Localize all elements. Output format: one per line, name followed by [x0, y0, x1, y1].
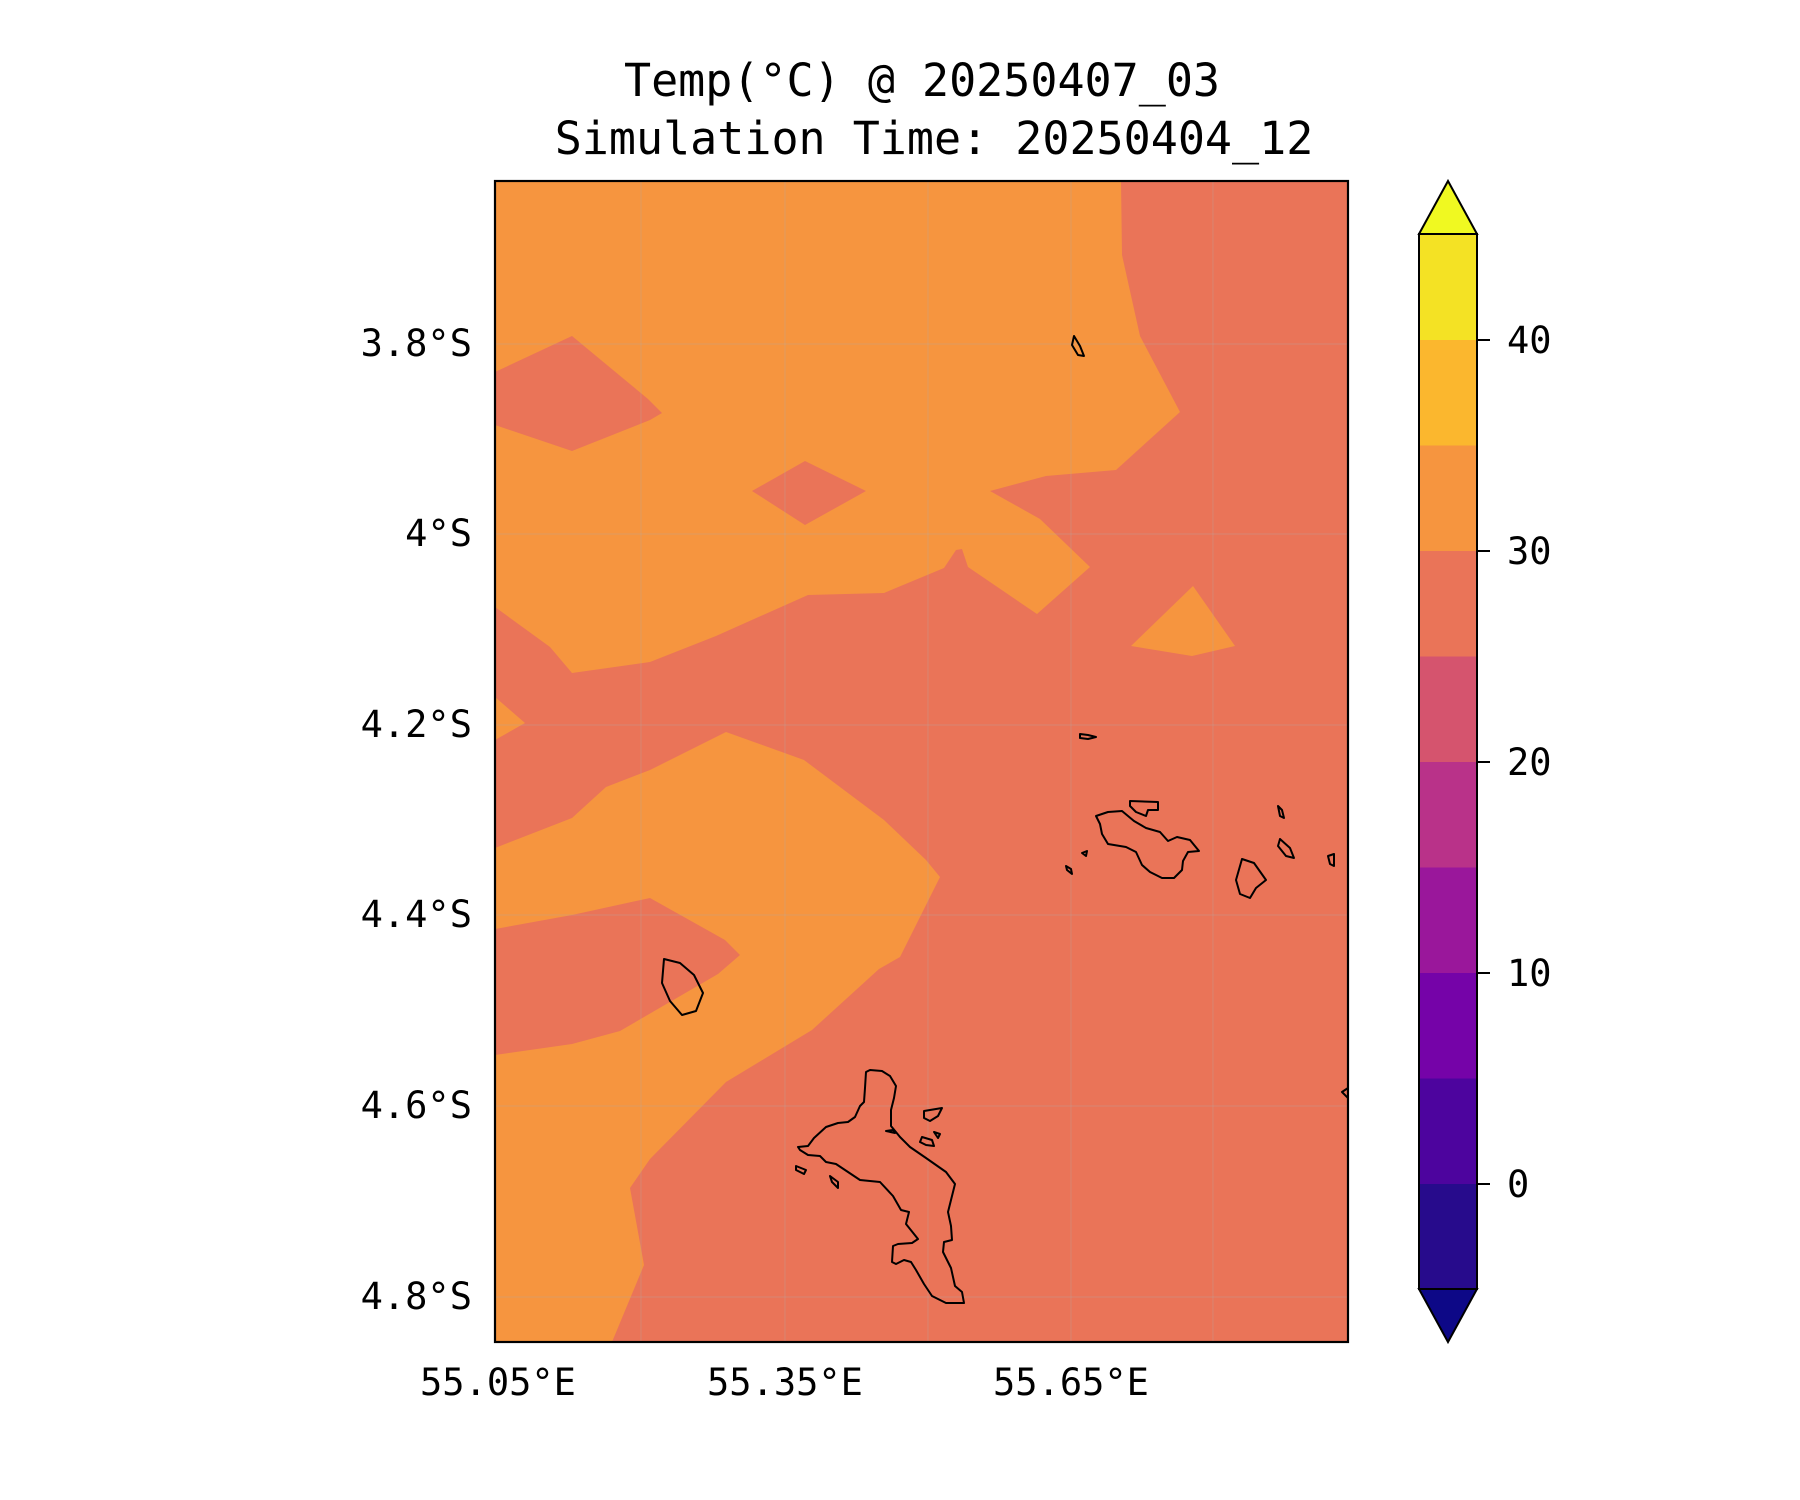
- colorbar-band: [1419, 1078, 1477, 1184]
- colorbar-band: [1419, 656, 1477, 762]
- lat-tick-label: 4°S: [405, 512, 472, 555]
- figure-title: Temp(°C) @ 20250407_03: [624, 54, 1220, 107]
- lat-tick-label: 4.6°S: [361, 1084, 472, 1127]
- colorbar-band: [1419, 972, 1477, 1079]
- colorbar-band: [1419, 339, 1477, 446]
- colorbar-tick-label: 0: [1507, 1163, 1529, 1206]
- colorbar-over-arrow: [1417, 178, 1479, 235]
- gridlines: [495, 181, 1348, 1342]
- colorbar-band: [1419, 445, 1477, 551]
- island-silhouette: [661, 958, 704, 1016]
- lat-tick-label: 4.4°S: [361, 893, 472, 936]
- lon-tick-label: 55.35°E: [707, 1361, 863, 1404]
- island-praslin: [1095, 810, 1200, 879]
- colorbar-band: [1419, 1183, 1477, 1290]
- colorbar-tick-label: 40: [1507, 319, 1552, 362]
- colorbar-under-arrow: [1417, 1288, 1479, 1345]
- colorbar-tick-label: 10: [1507, 952, 1552, 995]
- island-mahe: [797, 1069, 965, 1304]
- temperature-band-30-35-south: [495, 732, 940, 1342]
- island-curieuse: [1129, 800, 1159, 817]
- colorbar: 0 10 20 30 40: [1417, 178, 1552, 1345]
- colorbar-tick-label: 20: [1507, 741, 1552, 784]
- map-frame: [493, 179, 1350, 1344]
- lon-tick-label: 55.05°E: [420, 1361, 576, 1404]
- colorbar-band: [1419, 550, 1477, 657]
- temperature-band-30-35-east: [1131, 586, 1235, 656]
- island-la-digue: [1235, 858, 1267, 899]
- colorbar-ticks: [1477, 339, 1490, 1185]
- colorbar-bands: [1419, 234, 1477, 1290]
- figure-subtitle: Simulation Time: 20250404_12: [555, 112, 1314, 165]
- lat-tick-label: 3.8°S: [361, 322, 472, 365]
- lat-tick-label: 4.8°S: [361, 1275, 472, 1318]
- colorbar-tick-label: 30: [1507, 530, 1552, 573]
- temperature-band-30-35-west-notch: [495, 697, 525, 740]
- lon-tick-label: 55.65°E: [993, 1361, 1149, 1404]
- temperature-band-30-35-north: [495, 181, 1180, 673]
- colorbar-band: [1419, 761, 1477, 868]
- map-panel: [495, 181, 1348, 1342]
- temperature-band-25-30-pocket: [752, 461, 866, 525]
- coastlines: [661, 335, 1348, 1304]
- colorbar-band: [1419, 234, 1477, 340]
- lat-tick-label: 4.2°S: [361, 703, 472, 746]
- colorbar-band: [1419, 867, 1477, 973]
